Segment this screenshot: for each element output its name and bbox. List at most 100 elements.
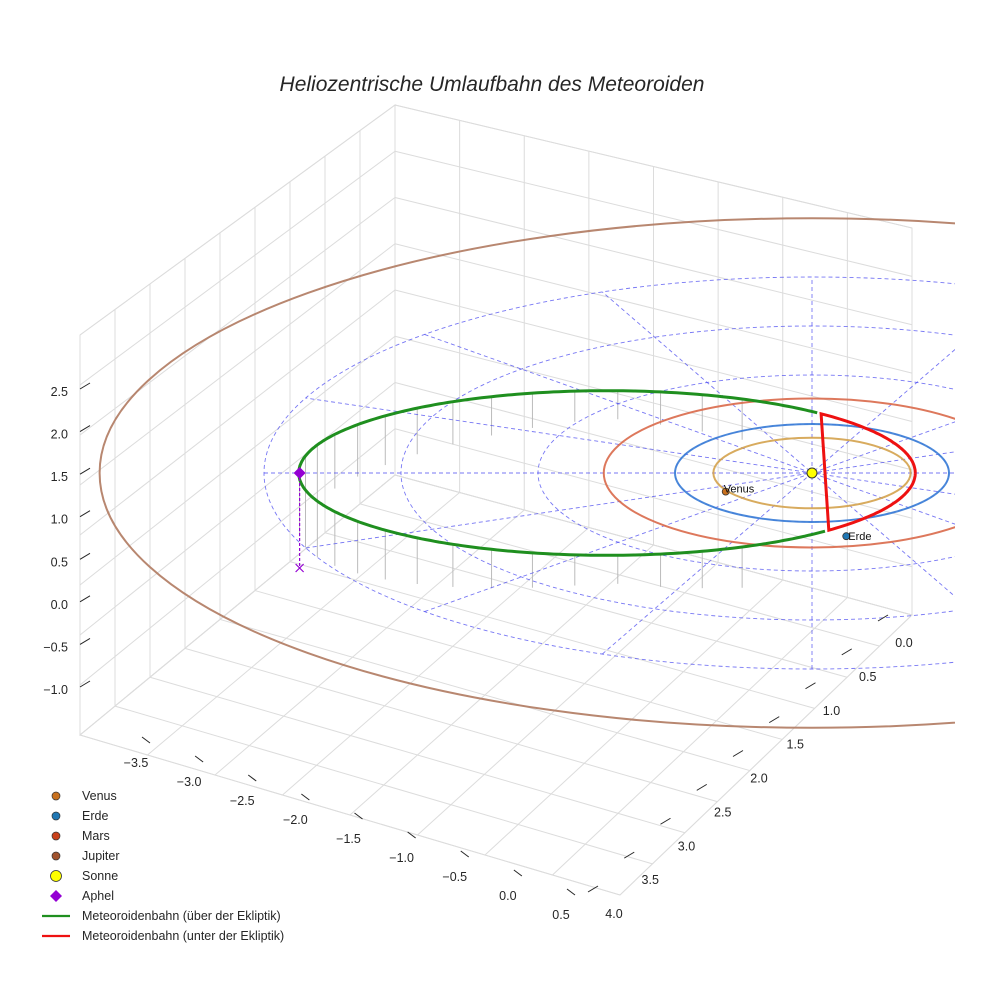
y-tick-mark (732, 750, 744, 757)
x-tick-mark (194, 755, 204, 763)
orbit-mars (602, 397, 955, 549)
chart-title: Heliozentrische Umlaufbahn des Meteoroid… (279, 73, 705, 96)
z-tick-label: 2.5 (51, 385, 68, 399)
y-tick-label: 3.5 (642, 873, 659, 887)
venus-label: Venus (724, 484, 755, 496)
z-tick-mark (79, 595, 91, 603)
z-tick-label: 0.0 (51, 598, 68, 612)
z-tick-label: −1.0 (43, 683, 68, 697)
gridline (79, 428, 396, 686)
ecliptic-spoke (601, 291, 955, 598)
aphel-marker (293, 467, 306, 479)
x-tick-mark (407, 831, 416, 839)
x-tick-label: −3.0 (177, 775, 202, 789)
ecliptic-spoke (601, 348, 955, 655)
legend-item: Mars (42, 826, 284, 846)
legend-label: Jupiter (82, 849, 120, 863)
y-tick-label: 1.0 (823, 704, 840, 718)
gridline (394, 150, 913, 277)
x-tick-label: −2.5 (230, 794, 255, 808)
x-tick-label: −2.0 (283, 813, 308, 827)
legend-swatch (42, 929, 70, 943)
y-tick-label: 0.5 (859, 670, 876, 684)
gridline (149, 676, 686, 834)
y-tick-mark (805, 682, 816, 690)
x-tick-mark (460, 850, 470, 858)
legend-label: Meteoroidenbahn (über der Ekliptik) (82, 909, 281, 923)
axis-ticks: −1.0 −0.5 0.0 0.5 1.0 1.5 2.0 2.5 −3.5 −3.0 −2.5 −2… (43, 382, 913, 922)
x-tick-mark (301, 793, 310, 801)
legend-swatch (42, 909, 70, 923)
gridline (79, 150, 396, 386)
legend: Venus Erde Mars Jupiter Sonne Aphel Meteoroide… (42, 786, 284, 946)
meteoroid-orbit-below (819, 411, 917, 533)
legend-item: Meteoroidenbahn (über der Ekliptik) (42, 906, 284, 926)
y-tick-mark (696, 783, 708, 791)
legend-swatch (42, 829, 70, 843)
gridline (79, 382, 396, 636)
gridline (394, 243, 913, 374)
axis-gridlines (79, 104, 913, 896)
z-tick-mark (79, 510, 91, 518)
x-tick-mark (141, 736, 151, 744)
gridline (394, 335, 913, 471)
legend-item: Aphel (42, 886, 284, 906)
x-tick-label: −1.5 (336, 832, 361, 846)
legend-label: Venus (82, 789, 117, 803)
gridline (214, 509, 525, 776)
z-tick-label: 0.5 (51, 555, 68, 569)
gridline (484, 579, 784, 856)
gridline (254, 590, 783, 740)
y-tick-label: 2.0 (750, 772, 767, 786)
legend-swatch (42, 849, 70, 863)
gridline (359, 503, 880, 647)
earth-marker (842, 532, 851, 541)
y-tick-label: 1.5 (787, 738, 804, 752)
gridline (79, 734, 621, 896)
gridline (324, 532, 848, 678)
legend-label: Sonne (82, 869, 119, 883)
y-tick-mark (623, 851, 635, 859)
x-tick-label: −0.5 (442, 870, 467, 884)
y-tick-mark (768, 716, 780, 724)
legend-label: Aphel (82, 889, 114, 903)
legend-label: Erde (82, 809, 109, 823)
y-tick-label: 0.0 (895, 636, 912, 650)
x-tick-label: 0.0 (499, 889, 516, 903)
gridline (619, 614, 913, 896)
legend-swatch (42, 789, 70, 803)
gridline (79, 335, 396, 586)
z-tick-label: 2.0 (51, 428, 68, 442)
gridline (79, 474, 396, 736)
x-tick-mark (247, 774, 257, 782)
gridline (282, 527, 590, 796)
orbit-erde (674, 423, 950, 523)
y-tick-label: 2.5 (714, 805, 731, 819)
gridline (79, 243, 396, 486)
gridline (394, 474, 913, 616)
planet-orbits (98, 217, 955, 729)
y-tick-label: 4.0 (605, 907, 622, 921)
legend-item: Meteoroidenbahn (unter der Ekliptik) (42, 926, 284, 946)
legend-swatch (42, 869, 70, 883)
gridline (79, 289, 396, 536)
x-tick-label: 0.5 (552, 908, 569, 922)
y-tick-mark (841, 648, 853, 656)
legend-label: Mars (82, 829, 110, 843)
z-tick-mark (79, 425, 91, 433)
legend-swatch (42, 889, 70, 903)
gridline (417, 562, 719, 836)
x-tick-mark (566, 888, 576, 896)
legend-item: Sonne (42, 866, 284, 886)
z-tick-mark (79, 637, 91, 645)
gridline (289, 561, 815, 709)
earth-label: Erde (848, 531, 871, 543)
z-tick-mark (79, 680, 91, 688)
gridline (394, 428, 913, 568)
z-tick-mark (79, 552, 91, 560)
x-tick-mark (513, 869, 523, 877)
gridline (114, 705, 653, 865)
sun-marker (806, 467, 818, 479)
x-tick-label: −3.5 (124, 756, 149, 770)
